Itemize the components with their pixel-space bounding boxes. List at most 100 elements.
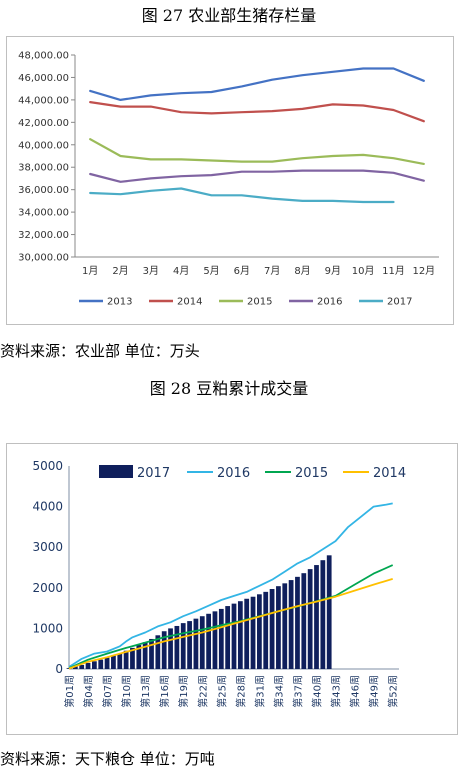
y-tick-label: 0 — [55, 662, 63, 676]
bar-week-10 — [123, 650, 129, 669]
bar-week-23 — [206, 613, 211, 669]
x-tick-label: 第07周 — [101, 675, 114, 708]
bar-week-5 — [92, 661, 97, 669]
y-tick-label: 34,000.00 — [18, 208, 69, 219]
bar-week-34 — [276, 586, 281, 669]
figure27-title: 图 27 农业部生猪存栏量 — [141, 6, 317, 25]
x-tick-label: 第52周 — [387, 675, 400, 708]
bar-week-15 — [155, 635, 161, 669]
bar-week-40 — [314, 565, 319, 669]
x-tick-label: 第19周 — [177, 675, 190, 708]
x-tick-label: 12月 — [412, 265, 435, 277]
y-tick-label: 30,000.00 — [18, 253, 69, 264]
bar-week-41 — [320, 560, 326, 669]
bar-week-21 — [193, 618, 199, 669]
x-tick-label: 第40周 — [311, 675, 324, 708]
series-line-2016 — [68, 502, 393, 668]
pig-inventory-svg: 30,000.00 32,000.00 34,000.00 36,000.00 38,0… — [18, 51, 439, 308]
legend-label-2015: 2015 — [295, 466, 328, 481]
bar-week-8 — [111, 655, 116, 669]
x-tick-label: 5月 — [203, 265, 219, 277]
bar-week-20 — [187, 621, 192, 669]
bar-week-13 — [142, 642, 148, 669]
series-line-2013 — [89, 67, 425, 102]
bar-week-30 — [250, 596, 256, 669]
figure28-title: 图 28 豆粕累计成交量 — [149, 379, 309, 398]
bar-week-25 — [218, 608, 224, 669]
legend-label-2014: 2014 — [373, 466, 406, 481]
x-tick-label: 第49周 — [368, 675, 381, 708]
bar-week-3 — [79, 664, 85, 669]
bar-week-36 — [288, 580, 294, 669]
legend-label-2015: 2015 — [247, 297, 272, 308]
x-tick-label: 第13周 — [139, 675, 152, 708]
x-tick-label: 10月 — [352, 265, 375, 277]
x-tick-label: 4月 — [173, 265, 189, 277]
bar-week-12 — [136, 645, 142, 669]
bar-week-9 — [117, 653, 123, 669]
x-tick-label: 第25周 — [215, 675, 228, 708]
bar-week-18 — [174, 625, 180, 669]
legend-label-2014: 2014 — [177, 297, 202, 308]
y-tick-label: 4000 — [32, 500, 63, 514]
y-tick-label: 38,000.00 — [18, 163, 69, 174]
bar-week-11 — [130, 647, 135, 669]
bar-week-19 — [180, 623, 186, 669]
y-tick-label: 48,000.00 — [18, 51, 69, 62]
bar-week-17 — [168, 628, 173, 669]
series-line-2014 — [68, 578, 393, 670]
x-tick-label: 3月 — [143, 265, 159, 277]
x-tick-label: 11月 — [382, 265, 405, 277]
legend-label-2017: 2017 — [137, 466, 170, 481]
bar-week-38 — [301, 573, 307, 669]
bar-week-16 — [161, 631, 167, 669]
legend-label-2016: 2016 — [217, 466, 250, 481]
bar-week-35 — [282, 583, 288, 669]
x-tick-label: 9月 — [325, 265, 341, 277]
pig-inventory-chart: 30,000.00 32,000.00 34,000.00 36,000.00 38,0… — [6, 36, 454, 325]
x-tick-label: 7月 — [264, 265, 280, 277]
x-tick-label: 第31周 — [253, 675, 266, 708]
bar-week-28 — [237, 601, 243, 669]
bar-week-26 — [225, 606, 231, 669]
series-line-2015 — [89, 138, 425, 166]
bar-week-27 — [231, 603, 237, 669]
bar-week-42 — [326, 555, 332, 669]
x-tick-label: 第34周 — [272, 675, 285, 708]
bar-week-22 — [199, 616, 205, 669]
bar-week-33 — [269, 589, 275, 669]
x-tick-label: 第04周 — [82, 675, 95, 708]
bar-week-32 — [263, 591, 269, 669]
bar-week-6 — [98, 659, 104, 669]
bar-week-31 — [257, 594, 262, 669]
bar-week-4 — [85, 662, 91, 669]
series-line-2015 — [68, 564, 394, 670]
y-tick-label: 42,000.00 — [18, 118, 69, 129]
x-tick-label: 第10周 — [120, 675, 133, 708]
soymeal-volume-svg: 0 1000 2000 3000 4000 5000 第01周 第04周 第07周 第10周 第13… — [32, 459, 406, 708]
soymeal-volume-chart: 0 1000 2000 3000 4000 5000 第01周 第04周 第07周 第10周 第13… — [6, 443, 458, 735]
legend-label-2016: 2016 — [317, 297, 342, 308]
series-line-2017 — [89, 187, 395, 204]
y-tick-label: 40,000.00 — [18, 140, 69, 151]
x-tick-label: 8月 — [294, 265, 310, 277]
bar-week-2 — [72, 666, 78, 669]
legend-label-2017: 2017 — [387, 297, 412, 308]
y-tick-label: 5000 — [32, 459, 63, 473]
y-tick-label: 46,000.00 — [18, 73, 69, 84]
bar-week-24 — [212, 611, 218, 669]
x-tick-label: 第22周 — [196, 675, 209, 708]
x-tick-label: 第37周 — [291, 675, 304, 708]
y-tick-label: 36,000.00 — [18, 185, 69, 196]
x-tick-label: 6月 — [234, 265, 250, 277]
legend-swatch-2017 — [99, 465, 133, 478]
y-tick-label: 44,000.00 — [18, 95, 69, 106]
bar-week-37 — [295, 576, 300, 669]
x-tick-label: 第43周 — [330, 675, 343, 708]
x-tick-label: 第16周 — [158, 675, 171, 708]
bar-week-29 — [244, 598, 250, 669]
x-tick-label: 2月 — [112, 265, 128, 277]
x-tick-label: 第28周 — [234, 675, 247, 708]
y-tick-label: 3000 — [32, 540, 63, 554]
x-tick-label: 第01周 — [63, 675, 76, 708]
